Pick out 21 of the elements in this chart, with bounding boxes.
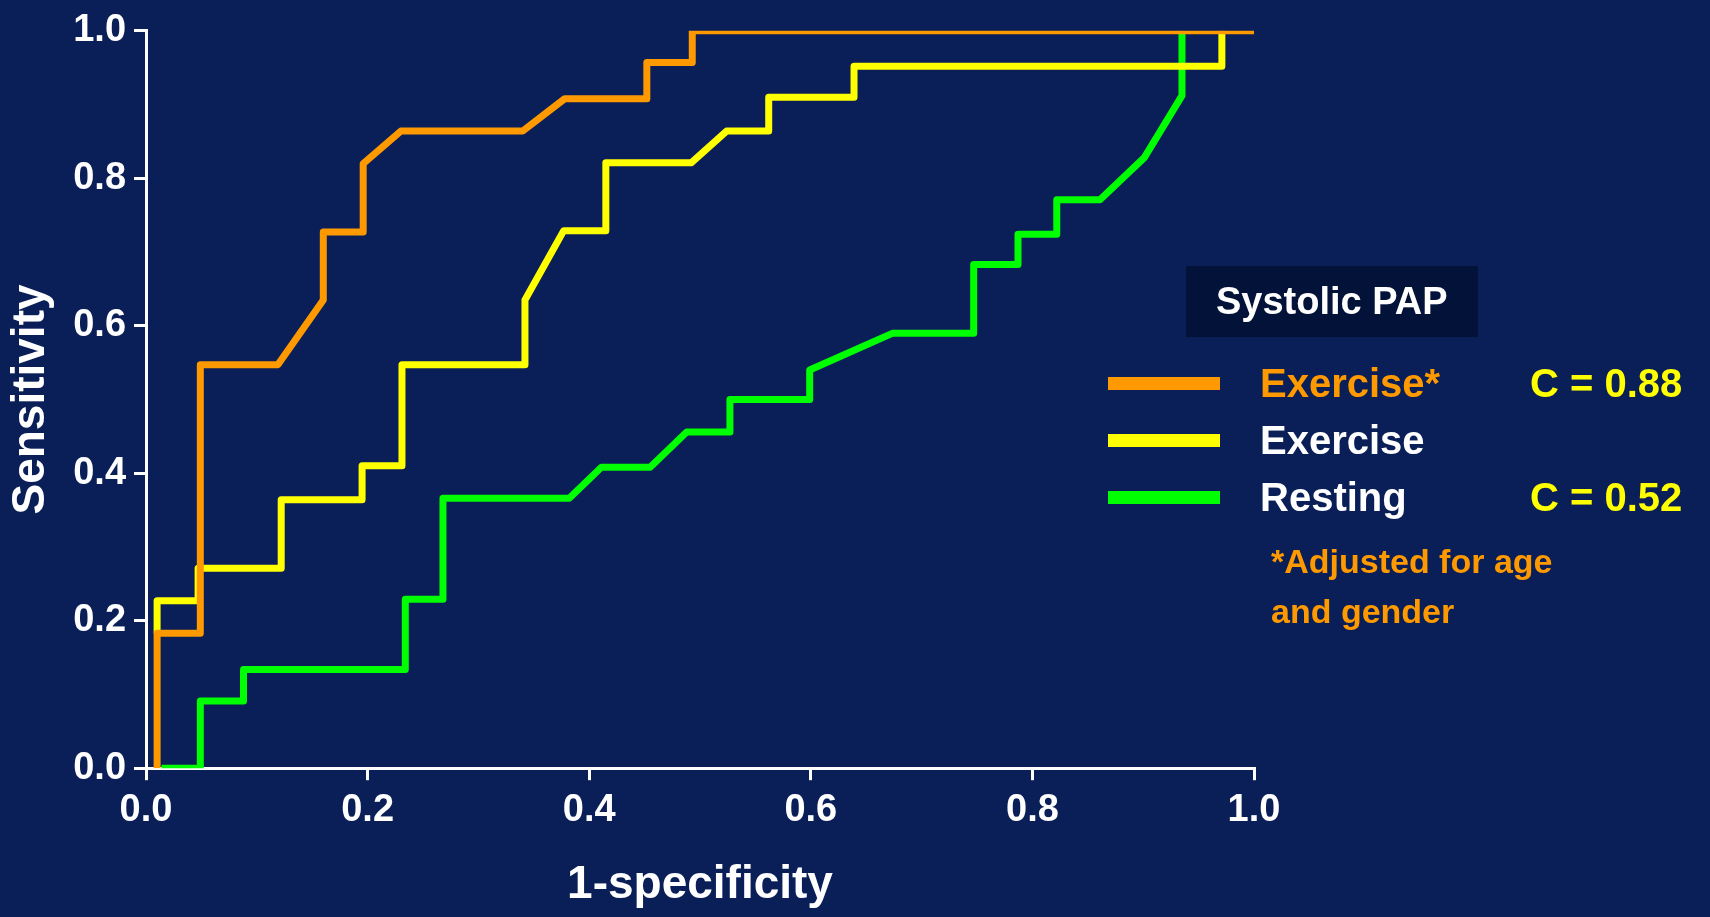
y-tick-label: 0.2: [73, 597, 127, 640]
x-tick-label: 1.0: [1227, 787, 1281, 830]
x-tick-label: 0.4: [562, 787, 616, 830]
legend-label: Resting: [1260, 475, 1408, 520]
text: *Adjusted for age and gender: [1271, 541, 1554, 632]
y-tick-label: 0.8: [73, 154, 127, 197]
x-tick-label: 0.6: [784, 787, 838, 830]
y-tick-label: 1.0: [73, 7, 127, 50]
y-tick-label: 0.0: [73, 744, 127, 787]
y-axis-title: Sensitivity: [2, 284, 55, 515]
text: C = 0.88: [1530, 361, 1683, 406]
x-axis-title: 1-specificity: [567, 856, 834, 909]
x-tick-label: 0.0: [119, 787, 173, 830]
legend-label: Exercise: [1260, 418, 1426, 463]
y-tick-label: 0.4: [73, 449, 127, 492]
x-tick-label: 0.2: [341, 787, 395, 830]
text: C = 0.52: [1530, 475, 1683, 520]
x-tick-label: 0.8: [1005, 787, 1059, 830]
legend-title: Systolic PAP: [1186, 266, 1478, 337]
legend-label: Exercise*: [1260, 361, 1442, 406]
y-tick-label: 0.6: [73, 302, 127, 345]
